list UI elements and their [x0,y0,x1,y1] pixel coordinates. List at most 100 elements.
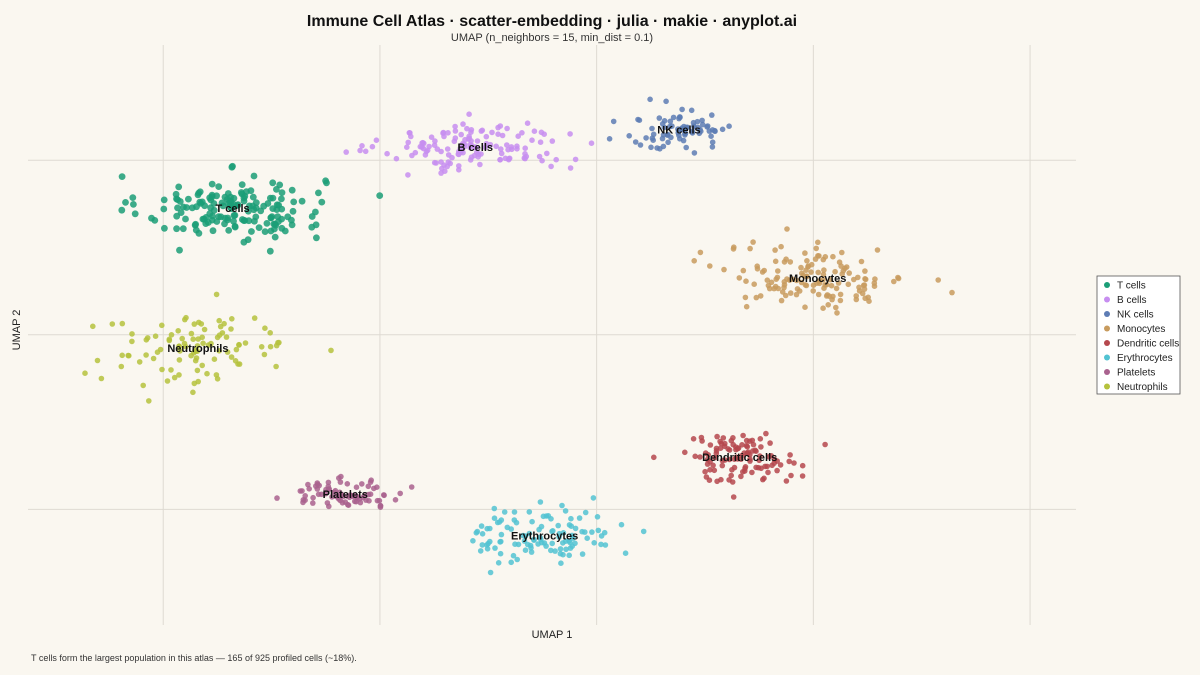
point-b-cells [422,152,429,158]
point-neutrophils [177,348,183,354]
point-erythrocytes [548,547,554,554]
legend-marker-dendritic-cells [1104,340,1110,346]
point-b-cells [359,143,365,149]
point-nk-cells [665,139,671,146]
point-t-cells [273,186,280,193]
point-monocytes [721,266,727,273]
point-neutrophils [168,367,174,373]
point-nk-cells [610,118,617,125]
point-t-cells [118,206,126,214]
point-monocytes [787,290,794,296]
point-b-cells [462,136,468,143]
point-dendritic-cells [747,452,753,458]
point-neutrophils [224,349,231,355]
point-t-cells [182,215,189,223]
point-t-cells [278,195,285,203]
point-nk-cells [665,131,671,138]
point-t-cells [267,227,275,235]
point-neutrophils [171,374,178,381]
point-monocytes [830,253,836,260]
point-platelets [354,494,360,501]
point-t-cells [213,218,221,225]
point-neutrophils [136,359,143,365]
point-b-cells [343,149,350,155]
legend-label-monocytes: Monocytes [1117,324,1165,335]
x-axis-label: UMAP 1 [532,629,573,641]
point-t-cells [251,217,258,225]
point-erythrocytes [526,530,533,537]
point-dendritic-cells [787,452,793,458]
point-neutrophils [192,347,198,353]
point-b-cells [362,148,369,155]
point-erythrocytes [508,559,514,566]
legend-label-platelets: Platelets [1117,368,1155,379]
point-monocytes [802,250,808,256]
point-neutrophils [150,355,157,362]
point-erythrocytes [568,515,574,522]
point-monocytes [765,282,772,289]
point-t-cells [234,202,242,209]
point-dendritic-cells [777,462,784,468]
point-t-cells [129,194,137,202]
point-dendritic-cells [702,468,708,475]
point-b-cells [458,131,465,138]
point-b-cells [417,143,424,150]
point-nk-cells [649,125,655,132]
point-t-cells [267,214,275,222]
point-b-cells [428,134,435,140]
point-neutrophils [119,352,125,359]
point-b-cells [495,124,501,131]
point-neutrophils [214,376,221,382]
point-monocytes [862,276,869,283]
point-t-cells [246,202,253,210]
point-monocytes [816,253,822,259]
point-neutrophils [199,362,205,369]
point-t-cells [278,224,286,232]
point-b-cells [445,130,451,136]
point-t-cells [122,199,129,206]
point-erythrocytes [492,545,498,551]
point-b-cells [498,146,504,152]
point-t-cells [290,198,298,206]
point-t-cells [269,179,277,187]
point-dendritic-cells [717,438,723,445]
point-platelets [368,477,375,484]
point-erythrocytes [528,549,535,555]
point-t-cells [230,194,238,202]
point-b-cells [432,138,438,144]
point-monocytes [815,291,822,298]
point-erythrocytes [537,499,544,505]
point-erythrocytes [582,509,589,516]
point-neutrophils [152,333,159,340]
point-neutrophils [201,326,208,333]
point-t-cells [192,226,200,234]
point-neutrophils [109,321,116,327]
point-neutrophils [200,340,206,347]
point-dendritic-cells [720,435,727,441]
point-platelets [297,488,304,494]
point-t-cells [288,216,295,224]
legend-marker-b-cells [1104,296,1110,303]
point-platelets [366,498,372,504]
point-t-cells [278,189,286,197]
point-neutrophils [94,357,101,364]
point-erythrocytes [560,540,566,546]
point-erythrocytes [485,540,491,547]
point-monocytes [803,267,809,274]
point-nk-cells [637,142,644,148]
point-neutrophils [267,343,274,350]
point-neutrophils [236,361,243,367]
point-monocytes [856,284,862,291]
point-dendritic-cells [711,467,718,474]
point-erythrocytes [582,529,588,535]
point-t-cells [275,201,282,209]
point-t-cells [174,204,181,212]
point-nk-cells [670,114,677,121]
point-monocytes [833,285,840,292]
point-t-cells [209,212,216,220]
point-t-cells [271,233,279,241]
point-b-cells [498,150,505,157]
point-t-cells [263,220,271,227]
legend-label-b-cells: B cells [1117,295,1146,306]
point-dendritic-cells [739,442,745,448]
